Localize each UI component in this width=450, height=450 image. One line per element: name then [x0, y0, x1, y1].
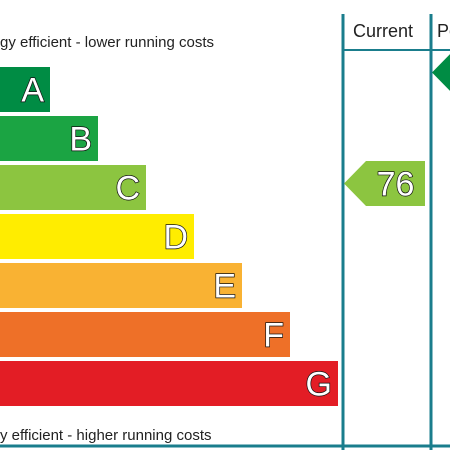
band-d: [0, 214, 194, 259]
band-b: [0, 116, 98, 161]
rating-arrows: 76: [344, 54, 450, 206]
band-c: [0, 165, 146, 210]
top-caption: gy efficient - lower running costs: [0, 34, 214, 51]
bottom-caption: y efficient - higher running costs: [0, 427, 212, 444]
band-g-label: G: [306, 366, 332, 404]
band-g: [0, 361, 338, 406]
potential-rating-arrow: [432, 54, 450, 91]
band-e-label: E: [213, 268, 236, 306]
current-rating-value: 76: [377, 166, 415, 204]
band-e: [0, 263, 242, 308]
chart-frame: [0, 14, 450, 450]
band-a: [0, 67, 50, 112]
current-rating-arrow: [344, 161, 425, 206]
band-b-label: B: [69, 121, 92, 159]
band-f-label: F: [263, 317, 284, 355]
potential-column-header: Po: [437, 21, 450, 41]
band-c-label: C: [115, 170, 140, 208]
current-column-header: Current: [353, 21, 413, 41]
band-a-label: A: [21, 72, 44, 110]
band-d-label: D: [163, 219, 188, 257]
band-f: [0, 312, 290, 357]
